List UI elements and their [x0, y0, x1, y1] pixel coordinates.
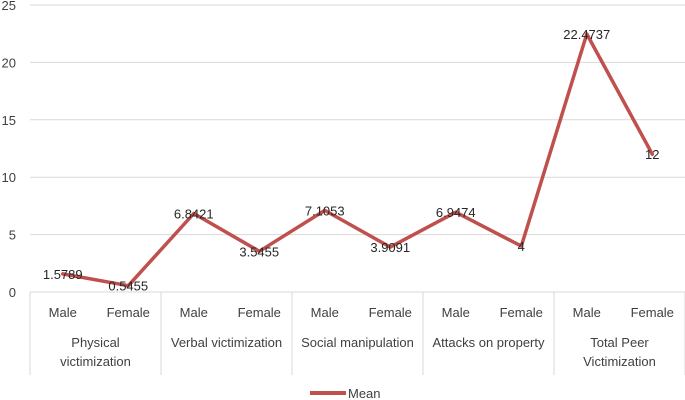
legend-label-mean: Mean: [348, 386, 381, 400]
x-category-label: Female: [107, 305, 150, 320]
data-label: 3.9091: [370, 240, 410, 255]
data-point: [257, 249, 261, 253]
x-category-label: Male: [311, 305, 339, 320]
data-label: 1.5789: [43, 267, 83, 282]
x-group-label: Attacks on property: [433, 335, 545, 350]
y-tick-label: 5: [9, 228, 16, 243]
x-group-label: Physical: [71, 335, 120, 350]
series-mean: [61, 32, 655, 288]
x-category-label: Male: [442, 305, 470, 320]
data-point: [585, 32, 589, 36]
data-label: 7.1053: [305, 203, 345, 218]
x-category-label: Female: [238, 305, 281, 320]
y-tick-label: 15: [2, 113, 16, 128]
y-tick-label: 20: [2, 55, 16, 70]
data-label: 0.5455: [108, 279, 148, 294]
y-tick-label: 0: [9, 285, 16, 300]
x-category-label: Male: [573, 305, 601, 320]
series-line-mean: [61, 32, 655, 288]
legend: Mean: [310, 386, 381, 400]
x-group-label: Verbal victimization: [171, 335, 282, 350]
x-category-label: Female: [500, 305, 543, 320]
data-label: 12: [645, 147, 659, 162]
gridlines: [30, 4, 685, 236]
x-group-label: Total Peer: [590, 335, 649, 350]
x-group-label: Victimization: [583, 354, 656, 369]
data-labels: 1.5789 0.5455 6.8421 3.5455 7.1053 3.9091 6.94…: [43, 27, 660, 294]
x-category-label: Male: [49, 305, 77, 320]
y-tick-label: 10: [2, 170, 16, 185]
data-point: [388, 245, 392, 249]
x-axis: Male Female Male Female Male Female Male Female…: [29, 291, 685, 375]
data-label: 22.4737: [563, 27, 610, 42]
data-label: 6.9474: [436, 205, 476, 220]
data-point: [519, 244, 523, 248]
data-point: [126, 284, 130, 288]
data-label: 4: [518, 239, 525, 254]
data-point: [454, 210, 458, 214]
data-point: [650, 152, 654, 156]
data-point: [61, 272, 65, 276]
data-label: 6.8421: [174, 206, 214, 221]
x-category-label: Female: [631, 305, 674, 320]
data-point: [192, 211, 196, 215]
x-group-label: Social manipulation: [301, 335, 414, 350]
x-category-label: Female: [369, 305, 412, 320]
data-label: 3.5455: [239, 244, 279, 259]
data-point: [323, 208, 327, 212]
x-group-label: victimization: [60, 354, 131, 369]
y-tick-label: 25: [2, 0, 16, 13]
x-category-label: Male: [180, 305, 208, 320]
y-axis: 0 5 10 15 20 25: [2, 0, 16, 300]
